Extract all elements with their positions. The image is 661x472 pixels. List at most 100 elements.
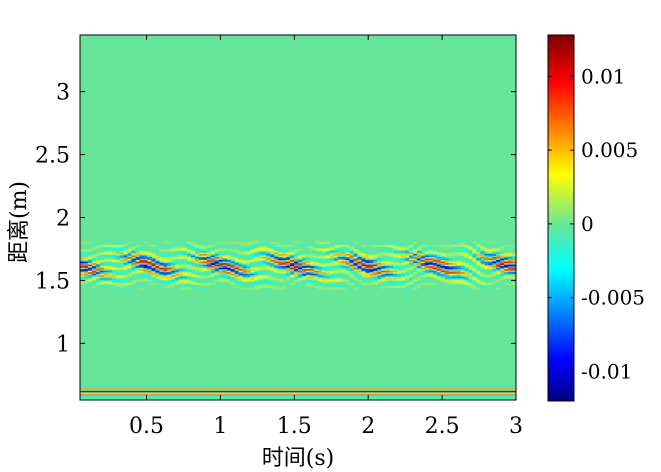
- heatmap-cell: [119, 276, 125, 279]
- heatmap-cell: [123, 249, 129, 252]
- heatmap-cell: [309, 386, 315, 389]
- heatmap-cell: [484, 263, 489, 266]
- heatmap-cell: [353, 393, 358, 396]
- heatmap-cell: [107, 390, 113, 393]
- heatmap-cell: [476, 267, 481, 270]
- heatmap-cell: [377, 254, 382, 257]
- heatmap-cell: [179, 395, 184, 398]
- heatmap-cell: [139, 273, 144, 276]
- heatmap-cell: [187, 392, 192, 395]
- heatmap-cell: [432, 269, 438, 272]
- heatmap-cell: [432, 279, 438, 282]
- heatmap-cell: [91, 269, 97, 272]
- heatmap-cell: [397, 282, 402, 285]
- heatmap-cell: [309, 254, 315, 257]
- heatmap-cell: [274, 267, 279, 270]
- heatmap-cell: [266, 260, 271, 263]
- heatmap-cell: [298, 243, 303, 246]
- heatmap-cell: [420, 387, 426, 390]
- heatmap-cell: [377, 244, 382, 247]
- heatmap-cell: [222, 258, 228, 261]
- heatmap-cell: [99, 244, 105, 247]
- heatmap-cell: [456, 390, 462, 393]
- heatmap-cell: [408, 261, 414, 264]
- heatmap-cell: [143, 284, 148, 287]
- heatmap-cell: [397, 266, 402, 269]
- heatmap-cell: [412, 263, 418, 266]
- heatmap-cell: [512, 258, 516, 261]
- heatmap-cell: [242, 257, 247, 260]
- heatmap-cell: [416, 258, 422, 261]
- heatmap-cell: [440, 269, 446, 272]
- heatmap-cell: [202, 384, 208, 387]
- heatmap-cell: [397, 396, 402, 399]
- heatmap-cell: [488, 395, 493, 398]
- heatmap-cell: [119, 270, 125, 273]
- heatmap-cell: [333, 278, 339, 281]
- heatmap-cell: [222, 241, 228, 244]
- heatmap-cell: [286, 398, 291, 400]
- heatmap-cell: [190, 276, 196, 279]
- heatmap-cell: [397, 288, 402, 291]
- heatmap-cell: [131, 264, 136, 267]
- heatmap-cell: [436, 278, 442, 281]
- heatmap-cell: [444, 263, 450, 266]
- heatmap-cell: [119, 393, 125, 396]
- heatmap-cell: [420, 258, 426, 261]
- heatmap-cell: [143, 261, 148, 264]
- heatmap-cell: [381, 261, 386, 264]
- heatmap-cell: [337, 284, 343, 287]
- heatmap-cell: [183, 266, 188, 269]
- heatmap-cell: [282, 252, 287, 255]
- heatmap-cell: [361, 390, 366, 393]
- heatmap-cell: [111, 244, 117, 247]
- heatmap-cell: [183, 270, 188, 273]
- heatmap-cell: [309, 284, 315, 287]
- heatmap-cell: [333, 393, 339, 396]
- heatmap-cell: [190, 263, 196, 266]
- heatmap-cell: [488, 396, 493, 399]
- heatmap-cell: [163, 384, 168, 387]
- heatmap-cell: [202, 249, 208, 252]
- heatmap-cell: [460, 249, 465, 252]
- heatmap-cell: [452, 269, 458, 272]
- heatmap-cell: [175, 267, 180, 270]
- heatmap-cell: [167, 284, 172, 287]
- heatmap-cell: [218, 269, 224, 272]
- heatmap-cell: [496, 269, 501, 272]
- heatmap-cell: [127, 387, 133, 390]
- heatmap-cell: [464, 398, 469, 400]
- heatmap-cell: [317, 258, 323, 261]
- heatmap-cell: [230, 390, 236, 393]
- heatmap-cell: [151, 250, 156, 253]
- heatmap-cell: [385, 396, 390, 399]
- heatmap-cell: [325, 273, 331, 276]
- heatmap-cell: [210, 396, 216, 399]
- heatmap-cell: [428, 395, 434, 398]
- heatmap-cell: [468, 278, 473, 281]
- heatmap-cell: [294, 284, 299, 287]
- heatmap-cell: [401, 266, 406, 269]
- heatmap-cell: [254, 270, 259, 273]
- heatmap-cell: [187, 258, 192, 261]
- heatmap-cell: [420, 272, 426, 275]
- heatmap-cell: [301, 396, 307, 399]
- heatmap-cell: [270, 384, 275, 387]
- heatmap-cell: [234, 275, 240, 278]
- heatmap-cell: [353, 384, 358, 387]
- heatmap-cell: [298, 261, 303, 264]
- heatmap-cell: [175, 273, 180, 276]
- heatmap-cell: [190, 275, 196, 278]
- heatmap-cell: [119, 240, 125, 243]
- heatmap-cell: [389, 258, 394, 261]
- heatmap-cell: [230, 282, 236, 285]
- heatmap-cell: [198, 267, 204, 270]
- heatmap-cell: [95, 258, 101, 261]
- heatmap-cell: [206, 282, 212, 285]
- heatmap-cell: [246, 278, 251, 281]
- heatmap-cell: [365, 384, 370, 387]
- heatmap-cell: [416, 276, 422, 279]
- heatmap-cell: [234, 258, 240, 261]
- heatmap-cell: [428, 267, 434, 270]
- heatmap-cell: [218, 241, 224, 244]
